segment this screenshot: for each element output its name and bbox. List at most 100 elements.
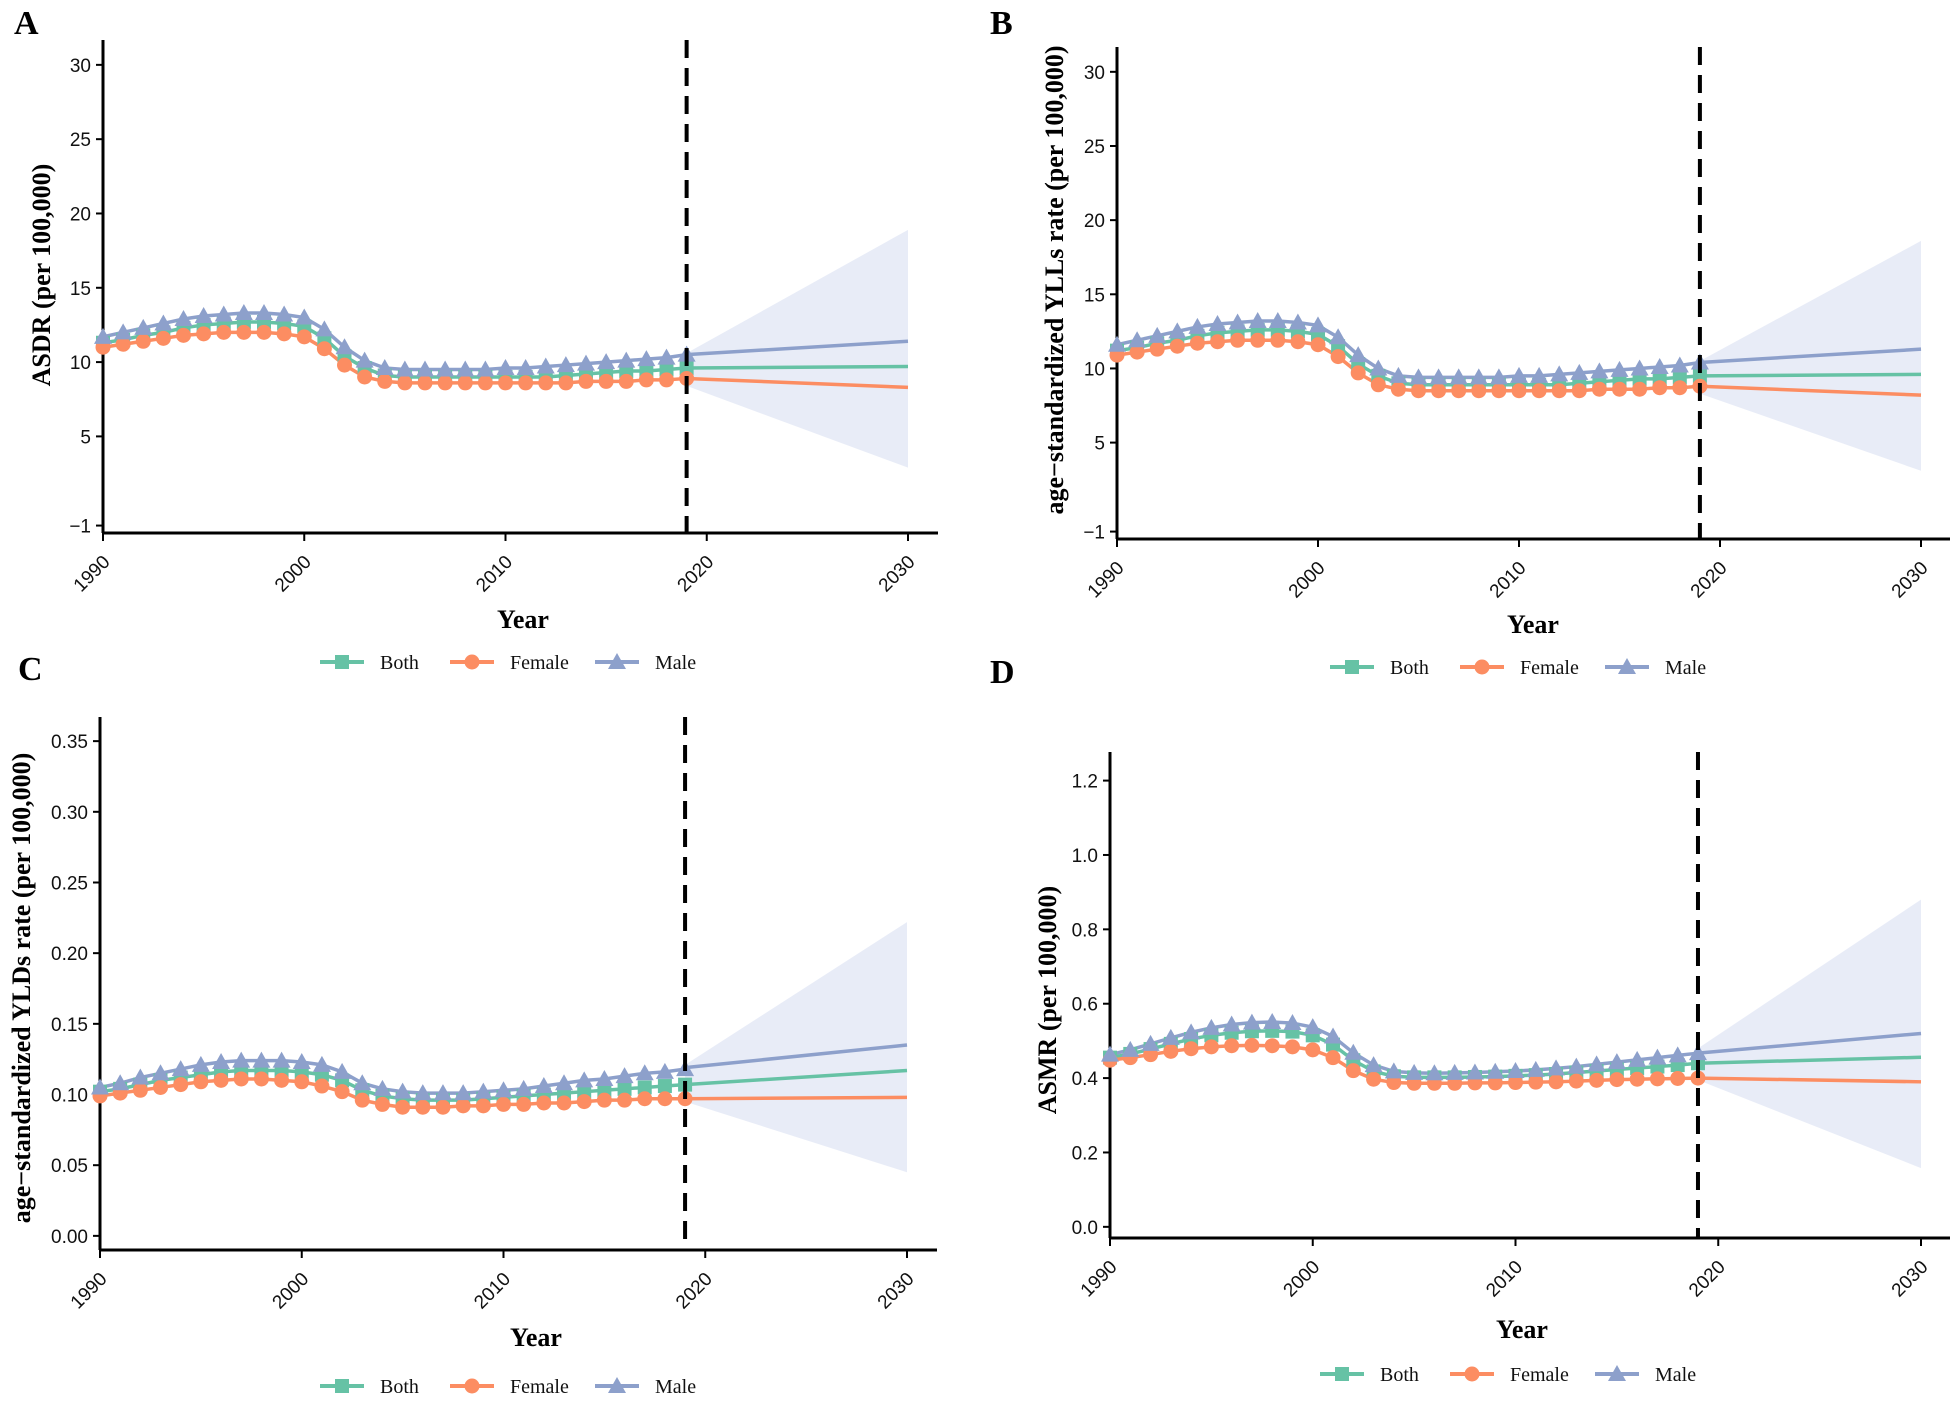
point-female: [596, 1092, 612, 1108]
point-male: [232, 1051, 251, 1068]
legend-marker-male: [608, 653, 626, 669]
point-male: [1590, 362, 1609, 379]
point-female: [1350, 365, 1366, 381]
point-male: [252, 1051, 271, 1068]
point-male: [333, 1062, 352, 1079]
point-male: [395, 360, 414, 377]
point-male: [312, 1055, 331, 1072]
y-tick-label: 20: [1084, 211, 1105, 232]
series-line-male: [102, 311, 687, 372]
point-female: [397, 375, 413, 391]
point-male: [134, 318, 153, 335]
x-axis-title: Year: [1496, 1315, 1548, 1344]
point-female: [115, 336, 131, 352]
point-male: [1182, 1023, 1201, 1040]
point-male: [214, 305, 233, 322]
legend: Both Female Male: [1320, 1364, 1696, 1386]
point-male: [1222, 1015, 1241, 1032]
point-male: [1489, 368, 1508, 385]
point-male: [1510, 366, 1528, 383]
point-male: [1610, 360, 1629, 377]
point-female: [153, 1079, 169, 1095]
legend-marker-both: [335, 1379, 349, 1393]
point-male: [1547, 1059, 1566, 1076]
point-male: [375, 359, 394, 376]
projection-line-both: [686, 364, 909, 370]
point-male: [171, 1060, 190, 1077]
point-male: [255, 304, 273, 321]
point-female: [193, 1074, 209, 1090]
point-female: [558, 375, 574, 391]
point-male: [1384, 1062, 1403, 1079]
point-female: [1511, 383, 1527, 399]
y-tick-label: 0.25: [51, 873, 88, 894]
point-male: [1425, 1064, 1444, 1081]
x-tick-label: 2000: [1285, 558, 1330, 603]
point-female: [1690, 1070, 1706, 1086]
point-female: [1451, 383, 1467, 399]
point-male: [315, 320, 334, 337]
point-male: [1409, 368, 1428, 385]
point-female: [1264, 1038, 1280, 1054]
y-tick-label: 0.35: [51, 732, 88, 753]
point-male: [131, 1068, 150, 1085]
legend-label-male: Male: [1665, 657, 1706, 679]
legend-label-female: Female: [510, 1376, 569, 1398]
x-tick-label: 2000: [271, 552, 316, 597]
point-male: [335, 338, 354, 355]
projection-line-male: [1699, 347, 1922, 365]
point-female: [1411, 383, 1426, 399]
point-male: [436, 360, 455, 377]
point-female: [415, 1099, 431, 1115]
point-male: [496, 359, 515, 376]
y-tick-label: 0.4: [1072, 1069, 1099, 1090]
point-male: [1429, 368, 1448, 385]
legend-marker-male: [608, 1377, 626, 1393]
point-male: [474, 1082, 493, 1099]
point-female: [556, 1095, 572, 1111]
point-female: [1310, 337, 1326, 353]
point-female: [213, 1072, 229, 1088]
point-both: [1692, 368, 1707, 383]
y-axis-title: age−standardized YLDs rate (per 100,000): [7, 753, 36, 1224]
x-tick-label: 1990: [1077, 1257, 1122, 1302]
point-female: [1431, 383, 1447, 399]
point-male: [212, 1053, 231, 1070]
point-male: [1121, 1040, 1140, 1057]
point-male: [114, 323, 133, 340]
y-tick-label: 0.2: [1072, 1143, 1098, 1164]
point-male: [595, 1069, 614, 1086]
y-axis-title: ASDR (per 100,000): [27, 164, 56, 387]
y-tick-label: 1.0: [1072, 846, 1098, 867]
y-tick-label: 20: [70, 204, 91, 225]
point-female: [294, 1074, 310, 1090]
point-male: [657, 348, 676, 365]
point-female: [1568, 1073, 1584, 1089]
point-male: [174, 309, 193, 326]
point-male: [1650, 357, 1669, 374]
point-female: [274, 1072, 290, 1088]
point-female: [377, 373, 393, 389]
point-male: [111, 1074, 130, 1091]
point-male: [393, 1082, 412, 1099]
point-female: [354, 1092, 370, 1108]
y-tick-label: 1.2: [1072, 772, 1098, 793]
legend-label-both: Both: [380, 652, 419, 674]
point-male: [1668, 1046, 1687, 1063]
x-tick-label: 2010: [470, 1269, 515, 1314]
point-female: [1649, 1071, 1665, 1087]
point-male: [617, 351, 636, 368]
legend-marker-both: [335, 655, 349, 669]
point-female: [357, 369, 373, 385]
point-male: [416, 360, 434, 377]
point-male: [1486, 1062, 1505, 1079]
point-male: [275, 305, 294, 322]
point-male: [353, 1074, 372, 1091]
series-line-male: [1116, 319, 1701, 380]
y-tick-label: 0.6: [1072, 995, 1098, 1016]
point-male: [1506, 1062, 1525, 1079]
point-female: [1591, 381, 1607, 397]
uncertainty-band: [1697, 899, 1921, 1169]
y-tick-label: −1: [69, 517, 91, 538]
point-male: [1630, 359, 1649, 376]
